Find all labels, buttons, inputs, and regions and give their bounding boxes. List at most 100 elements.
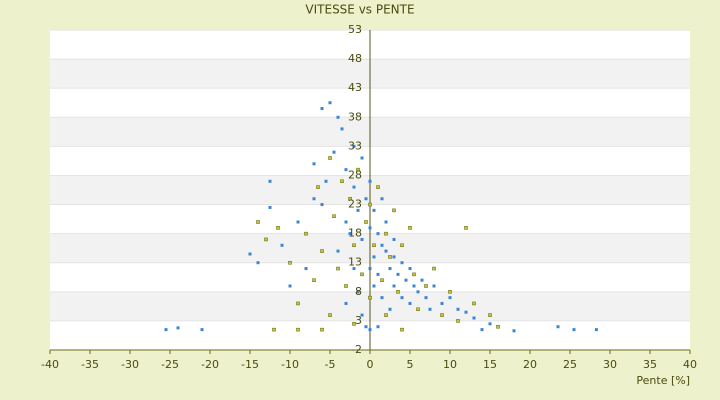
x-tick-label: 25 xyxy=(563,358,577,371)
scatter-point xyxy=(368,179,372,183)
scatter-point xyxy=(400,243,404,248)
scatter-point xyxy=(176,326,180,330)
scatter-point xyxy=(264,237,268,242)
scatter-point xyxy=(448,296,452,300)
scatter-point xyxy=(404,278,408,282)
scatter-point xyxy=(380,243,384,247)
scatter-point xyxy=(388,255,392,259)
scatter-point xyxy=(556,325,560,329)
scatter-point xyxy=(336,266,340,271)
scatter-point xyxy=(368,328,372,332)
scatter-point xyxy=(344,301,348,305)
scatter-point xyxy=(472,301,476,306)
scatter-point xyxy=(320,107,324,111)
scatter-point xyxy=(416,307,420,312)
scatter-point xyxy=(488,322,492,326)
scatter-point xyxy=(328,156,332,160)
y-tick-label: 28 xyxy=(348,168,362,181)
y-tick-label: 3 xyxy=(355,314,362,327)
scatter-point xyxy=(312,162,316,166)
scatter-point xyxy=(424,284,428,288)
scatter-point xyxy=(424,296,428,300)
scatter-point xyxy=(572,328,576,332)
scatter-point xyxy=(400,261,404,265)
x-tick-label: 35 xyxy=(643,358,657,371)
scatter-point xyxy=(320,203,324,207)
scatter-point xyxy=(384,231,388,236)
scatter-point xyxy=(360,156,364,160)
scatter-point xyxy=(368,226,372,230)
scatter-point xyxy=(488,313,492,317)
x-tick-label: -25 xyxy=(161,358,179,371)
scatter-point xyxy=(408,226,412,230)
scatter-point xyxy=(272,327,276,332)
x-tick-label: -5 xyxy=(325,358,336,371)
scatter-point xyxy=(332,150,336,154)
scatter-point xyxy=(256,220,260,224)
scatter-point xyxy=(376,232,380,236)
scatter-point xyxy=(432,266,436,271)
scatter-point xyxy=(372,284,376,288)
scatter-point xyxy=(388,307,392,311)
scatter-point xyxy=(356,167,360,172)
scatter-point xyxy=(312,197,316,201)
scatter-point xyxy=(408,301,412,305)
scatter-point xyxy=(368,295,372,300)
scatter-point xyxy=(312,278,316,282)
x-tick-label: -40 xyxy=(41,358,59,371)
scatter-point xyxy=(288,284,292,288)
scatter-point xyxy=(288,260,292,265)
scatter-point xyxy=(594,328,598,332)
scatter-point xyxy=(320,249,324,253)
y-tick-label: 18 xyxy=(348,227,362,240)
chart-title: VITESSE vs PENTE xyxy=(305,3,414,17)
y-tick-label: -2 xyxy=(351,343,362,356)
scatter-point xyxy=(380,197,384,201)
y-tick-label: 48 xyxy=(348,52,362,65)
scatter-point xyxy=(360,237,364,241)
scatter-point xyxy=(376,272,380,276)
scatter-point xyxy=(472,316,476,320)
y-tick-label: 43 xyxy=(348,81,362,94)
scatter-point xyxy=(336,115,340,119)
scatter-point xyxy=(496,324,500,329)
scatter-point xyxy=(388,267,392,271)
scatter-point xyxy=(304,231,308,236)
x-tick-label: 20 xyxy=(523,358,537,371)
scatter-point xyxy=(296,220,300,224)
scatter-point xyxy=(336,249,340,253)
scatter-point xyxy=(372,208,376,212)
scatter-point xyxy=(352,322,356,326)
scatter-point xyxy=(248,252,252,256)
scatter-point xyxy=(420,278,424,282)
scatter-point xyxy=(380,296,384,300)
x-tick-label: -35 xyxy=(81,358,99,371)
scatter-point xyxy=(356,208,360,212)
scatter-point xyxy=(456,319,460,323)
scatter-point xyxy=(296,301,300,306)
scatter-point xyxy=(464,226,468,230)
y-tick-label: 8 xyxy=(355,285,362,298)
x-tick-label: 40 xyxy=(683,358,697,371)
scatter-point xyxy=(356,290,360,294)
scatter-point xyxy=(376,325,380,329)
scatter-point xyxy=(200,328,204,332)
scatter-point xyxy=(328,101,332,105)
scatter-point xyxy=(304,267,308,271)
scatter-point xyxy=(400,327,404,332)
scatter-point xyxy=(432,284,436,288)
scatter-point xyxy=(320,327,324,332)
scatter-point xyxy=(364,197,368,201)
scatter-point xyxy=(448,290,452,294)
scatter-point xyxy=(268,205,272,209)
scatter-point xyxy=(360,313,364,317)
scatter-point xyxy=(384,313,388,317)
scatter-point xyxy=(412,272,416,277)
scatter-point xyxy=(392,237,396,241)
scatter-point xyxy=(392,255,396,259)
x-tick-label: 5 xyxy=(407,358,414,371)
scatter-point xyxy=(400,296,404,300)
scatter-point xyxy=(364,220,368,224)
scatter-point xyxy=(280,243,284,247)
scatter-point xyxy=(368,267,372,271)
